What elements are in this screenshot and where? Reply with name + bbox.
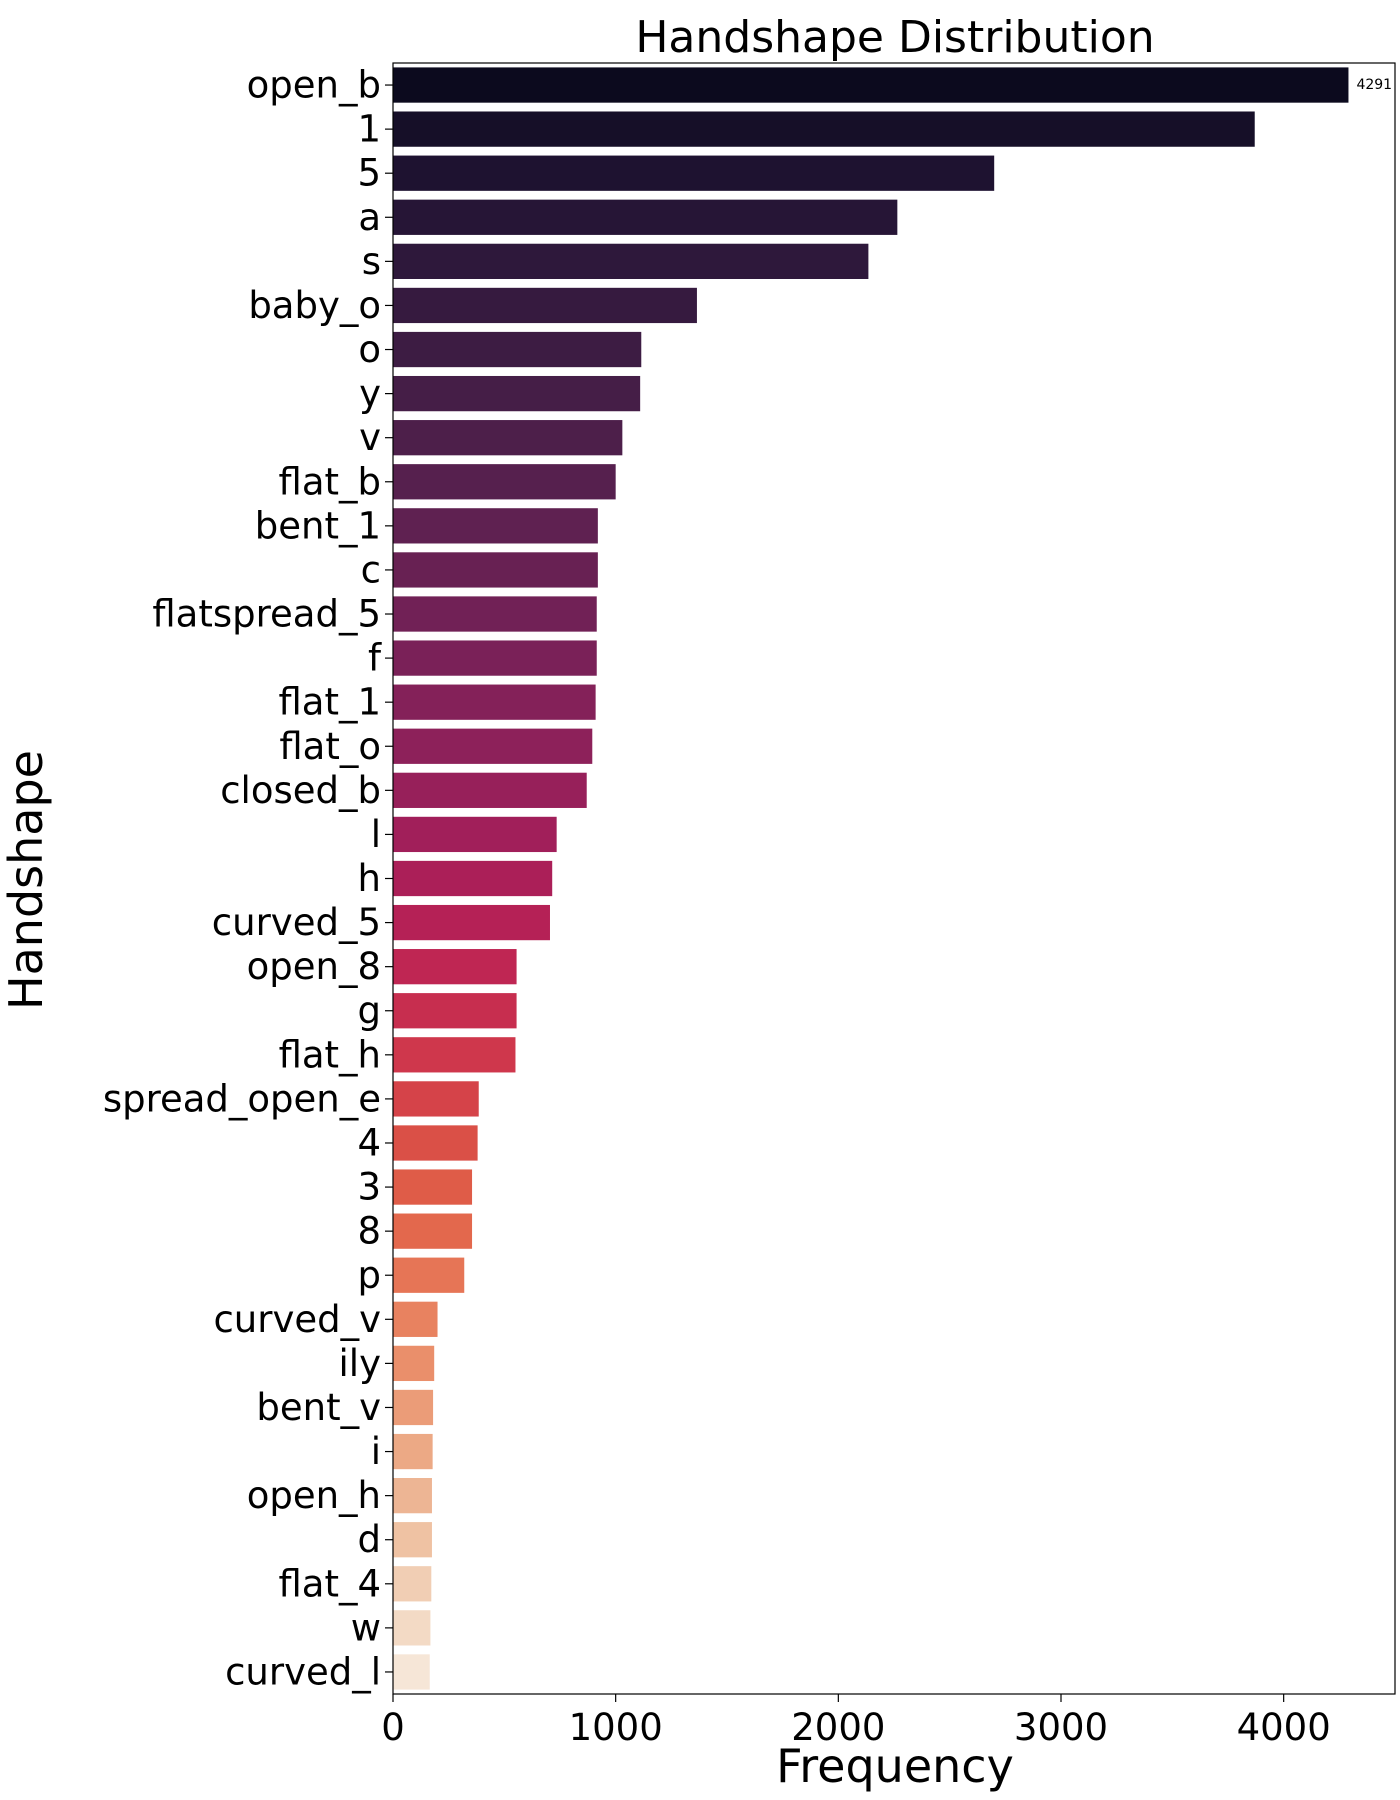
- bar-flat_b: [393, 464, 616, 500]
- bar-1: [393, 111, 1255, 147]
- x-tick-label: 1000: [569, 1706, 663, 1749]
- bar-flat_h: [393, 1037, 516, 1073]
- y-tick-label: bent_v: [256, 1386, 381, 1429]
- bar-o: [393, 331, 642, 368]
- y-tick-label: ily: [339, 1342, 381, 1385]
- y-axis-label: Handshape: [0, 750, 53, 1010]
- y-tick-label: 5: [357, 152, 381, 195]
- bar-5: [393, 155, 995, 191]
- bar-ily: [393, 1345, 435, 1382]
- bar-c: [393, 552, 598, 588]
- y-tick-label: v: [359, 416, 381, 459]
- y-tick-label: flat_o: [279, 725, 381, 768]
- bar-open_b: [393, 67, 1349, 103]
- y-axis-ticks: open_b15asbaby_ooyvflat_bbent_1cflatspre…: [103, 64, 393, 1693]
- bar-p: [393, 1257, 465, 1293]
- y-tick-label: f: [368, 637, 382, 680]
- y-tick-label: open_h: [247, 1474, 381, 1517]
- y-tick-label: h: [358, 857, 381, 900]
- y-tick-label: d: [358, 1518, 382, 1561]
- y-tick-label: flat_4: [278, 1562, 381, 1605]
- y-tick-label: flat_1: [278, 681, 381, 724]
- x-axis-label: Frequency: [776, 1739, 1014, 1793]
- y-tick-label: spread_open_e: [103, 1077, 381, 1120]
- bar-i: [393, 1433, 433, 1470]
- bar-curved_v: [393, 1301, 438, 1337]
- plot-frame: [392, 62, 1396, 1695]
- y-tick-label: c: [361, 548, 381, 591]
- y-tick-label: bent_1: [255, 504, 381, 547]
- y-tick-label: i: [371, 1430, 381, 1473]
- y-tick-label: 4: [357, 1121, 381, 1164]
- y-tick-label: 1: [357, 108, 381, 151]
- bar-d: [393, 1522, 432, 1558]
- bar-closed_b: [393, 772, 587, 808]
- bar-curved_5: [393, 904, 550, 941]
- bar-w: [393, 1610, 431, 1646]
- y-tick-label: a: [358, 196, 381, 239]
- y-tick-label: g: [358, 989, 382, 1032]
- bar-h: [393, 860, 553, 897]
- y-tick-label: 8: [357, 1210, 381, 1253]
- y-tick-label: p: [358, 1254, 382, 1297]
- y-tick-label: o: [358, 328, 381, 371]
- bar-4: [393, 1125, 478, 1161]
- y-tick-label: s: [362, 240, 381, 283]
- bar-v: [393, 420, 623, 456]
- bar-flatspread_5: [393, 596, 597, 632]
- bar-8: [393, 1213, 473, 1249]
- bar-curved_l: [393, 1654, 430, 1690]
- y-tick-label: flat_h: [279, 1033, 381, 1076]
- y-tick-label: y: [359, 372, 381, 415]
- bar-g: [393, 993, 517, 1029]
- y-tick-label: open_b: [247, 64, 381, 107]
- x-axis-ticks: 0 1000 2000 3000 4000: [381, 1694, 1331, 1749]
- y-tick-label: curved_l: [225, 1650, 381, 1693]
- y-tick-label: w: [351, 1606, 381, 1649]
- y-tick-label: flatspread_5: [152, 593, 381, 636]
- x-tick-label: 3000: [1014, 1706, 1108, 1749]
- y-tick-label: 3: [357, 1166, 381, 1209]
- bar-baby_o: [393, 287, 697, 324]
- bar-l: [393, 816, 557, 853]
- bar-s: [393, 243, 869, 279]
- bar-spread_open_e: [393, 1081, 479, 1117]
- bar-bent_1: [393, 508, 598, 544]
- bar-a: [393, 199, 898, 235]
- bar-3: [393, 1169, 473, 1205]
- data-label-open_b: 4291: [1356, 77, 1392, 93]
- bar-flat_4: [393, 1566, 432, 1602]
- x-tick-label: 4000: [1237, 1706, 1331, 1749]
- y-tick-label: baby_o: [248, 284, 381, 327]
- data-labels: 4291: [1356, 77, 1392, 93]
- bar-y: [393, 375, 641, 412]
- y-tick-label: curved_v: [213, 1298, 381, 1341]
- x-tick-label: 2000: [791, 1706, 885, 1749]
- y-tick-label: flat_b: [279, 460, 381, 503]
- bars-group: [393, 67, 1349, 1690]
- bar-open_8: [393, 949, 517, 985]
- y-tick-label: open_8: [247, 945, 381, 988]
- bar-flat_o: [393, 728, 593, 764]
- y-tick-label: l: [371, 813, 381, 856]
- x-tick-label: 0: [381, 1706, 405, 1749]
- y-tick-label: curved_5: [212, 901, 381, 944]
- bar-flat_1: [393, 684, 596, 720]
- bar-bent_v: [393, 1389, 434, 1426]
- bar-f: [393, 640, 597, 676]
- chart-title: Handshape Distribution: [635, 12, 1154, 63]
- bar-open_h: [393, 1478, 432, 1514]
- y-tick-label: closed_b: [220, 769, 381, 812]
